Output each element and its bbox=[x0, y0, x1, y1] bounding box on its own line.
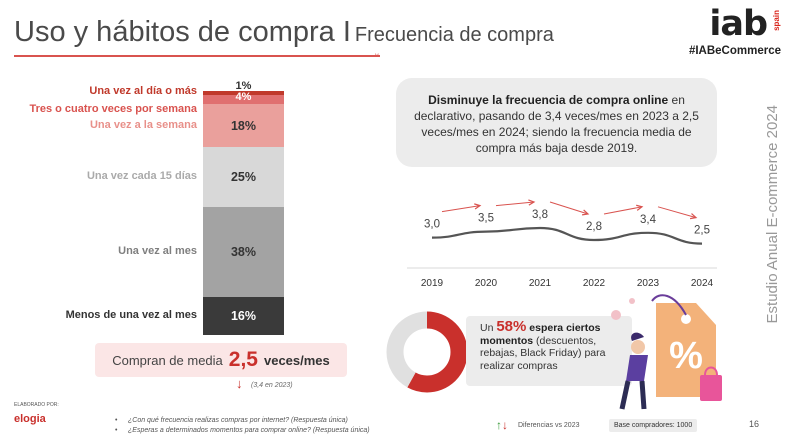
promo-donut-chart bbox=[386, 311, 468, 393]
bar-category-label-1: Tres o cuatro veces por semana bbox=[29, 103, 197, 115]
elogia-logo: elogia bbox=[14, 413, 46, 425]
bar-category-label-3: Una vez cada 15 días bbox=[86, 169, 197, 182]
price-tag-string bbox=[651, 294, 687, 316]
point-value-label-2: 3,8 bbox=[532, 209, 548, 221]
bar-segment-4: 38% bbox=[203, 206, 284, 297]
donut-slice-1 bbox=[386, 311, 468, 393]
frequency-line-chart: 3,0 2019 3,5 2020 3,8 2021 2,8 2022 3,4 2023 2,5 20… bbox=[407, 199, 717, 289]
bar-value-label-1: 4% bbox=[235, 91, 252, 103]
bar-category-label-4: Una vez al mes bbox=[118, 244, 197, 257]
elaborado-label: ELABORADO POR: bbox=[14, 402, 59, 408]
title-underline bbox=[14, 55, 380, 57]
title-main: Uso y hábitos de compra I bbox=[14, 16, 351, 48]
bar-segment-2: 18% bbox=[203, 104, 284, 148]
average-unit: veces/mes bbox=[263, 352, 330, 368]
average-value: 2,5 bbox=[228, 348, 258, 371]
percent-symbol: % bbox=[669, 335, 703, 377]
trend-arrowhead-2 bbox=[581, 209, 590, 216]
study-title-vertical: Estudio Anual E-commerce 2024 bbox=[764, 105, 781, 324]
promo-text: Un 58% espera ciertos momentos (descuent… bbox=[480, 318, 630, 372]
trend-arrowhead-0 bbox=[474, 203, 482, 210]
diff-label: Diferencias vs 2023 bbox=[518, 422, 580, 429]
x-tick-label-0: 2019 bbox=[421, 278, 444, 289]
page-number: 16 bbox=[749, 419, 760, 429]
bar-segment-3: 25% bbox=[203, 147, 284, 207]
trend-arrow-4 bbox=[657, 206, 697, 219]
decor-dot bbox=[611, 310, 621, 320]
bar-segment-1: 4% bbox=[203, 91, 284, 105]
down-arrow-icon: ↓ bbox=[236, 376, 243, 391]
footnote-question-1: ¿Con qué frecuencia realizas compras por… bbox=[115, 417, 348, 424]
trend-arrowhead-3 bbox=[636, 204, 644, 211]
shopping-bag-handle bbox=[704, 366, 718, 376]
promo-prefix: Un bbox=[480, 322, 497, 334]
trend-arrowhead-4 bbox=[689, 213, 698, 220]
point-value-label-4: 3,4 bbox=[640, 214, 657, 226]
series-line bbox=[431, 226, 703, 245]
trend-arrow-2 bbox=[549, 201, 589, 215]
average-prefix: Compran de media bbox=[112, 352, 223, 368]
x-tick-label-5: 2024 bbox=[691, 278, 714, 289]
point-value-label-0: 3,0 bbox=[424, 219, 440, 231]
bar-category-label-5: Menos de una vez al mes bbox=[65, 308, 197, 321]
shopping-bag-icon bbox=[700, 375, 722, 401]
page-subtitle: Frecuencia de compra bbox=[354, 24, 554, 46]
shopping-tag-illustration: % bbox=[611, 294, 722, 410]
promo-bold: espera ciertos momentos bbox=[480, 322, 601, 347]
diff-arrows: ↑↓ bbox=[496, 418, 508, 432]
point-value-label-1: 3,5 bbox=[478, 213, 494, 225]
iab-logo: iab bbox=[709, 4, 768, 44]
trend-arrow-3 bbox=[603, 206, 643, 215]
trend-arrow-1 bbox=[495, 201, 535, 207]
footnote-question-2: ¿Esperas a determinados momentos para co… bbox=[115, 427, 370, 434]
up-arrow-icon: ↑ bbox=[496, 418, 502, 432]
point-value-label-3: 2,8 bbox=[586, 221, 602, 233]
bar-value-label-0: 1% bbox=[235, 80, 252, 92]
bar-value-label-3: 25% bbox=[230, 169, 257, 184]
point-value-label-5: 2,5 bbox=[694, 225, 710, 237]
info-bold: Disminuye la frecuencia de compra online bbox=[428, 93, 669, 107]
promo-box bbox=[466, 316, 632, 386]
trend-arrow-0 bbox=[441, 205, 481, 213]
decor-dot-small bbox=[629, 298, 635, 304]
bar-value-label-4: 38% bbox=[230, 244, 257, 259]
bar-segment-5: 16% bbox=[203, 296, 284, 335]
person-legs bbox=[619, 380, 647, 410]
price-tag-shape bbox=[656, 303, 716, 397]
page-title: Uso y hábitos de compra I Frecuencia de c… bbox=[14, 16, 554, 49]
bar-segment-0: 1% bbox=[203, 80, 284, 95]
x-tick-label-2: 2021 bbox=[529, 278, 552, 289]
down-arrow-icon: ↓ bbox=[502, 418, 508, 432]
promo-detail: (descuentos, rebajas, Black Friday) para… bbox=[480, 334, 606, 372]
info-box: Disminuye la frecuencia de compra online… bbox=[396, 78, 717, 167]
trend-arrowhead-1 bbox=[528, 199, 536, 206]
iab-logo-spain: spain bbox=[772, 10, 781, 31]
price-tag-hole bbox=[681, 314, 691, 324]
bar-value-label-2: 18% bbox=[230, 118, 257, 133]
person-hair bbox=[631, 332, 644, 341]
previous-value: (3,4 en 2023) bbox=[251, 382, 293, 389]
person-body bbox=[626, 355, 648, 381]
bar-value-label-5: 16% bbox=[230, 308, 257, 323]
person-head bbox=[631, 340, 645, 354]
x-tick-label-1: 2020 bbox=[475, 278, 498, 289]
info-text: en declarativo, pasando de 3,4 veces/mes… bbox=[414, 93, 699, 155]
bar-category-label-2: Una vez a la semana bbox=[89, 118, 197, 131]
title-squiggle-icon: ᵕ bbox=[375, 50, 379, 61]
bar-category-label-0: Una vez al día o más bbox=[89, 85, 197, 97]
base-label: Base compradores: 1000 bbox=[609, 419, 698, 432]
average-box: Compran de media 2,5 veces/mes bbox=[95, 343, 347, 377]
promo-percent: 58% bbox=[496, 318, 527, 335]
x-tick-label-3: 2022 bbox=[583, 278, 606, 289]
hashtag: #IABeCommerce bbox=[688, 45, 781, 57]
x-tick-label-4: 2023 bbox=[637, 278, 660, 289]
